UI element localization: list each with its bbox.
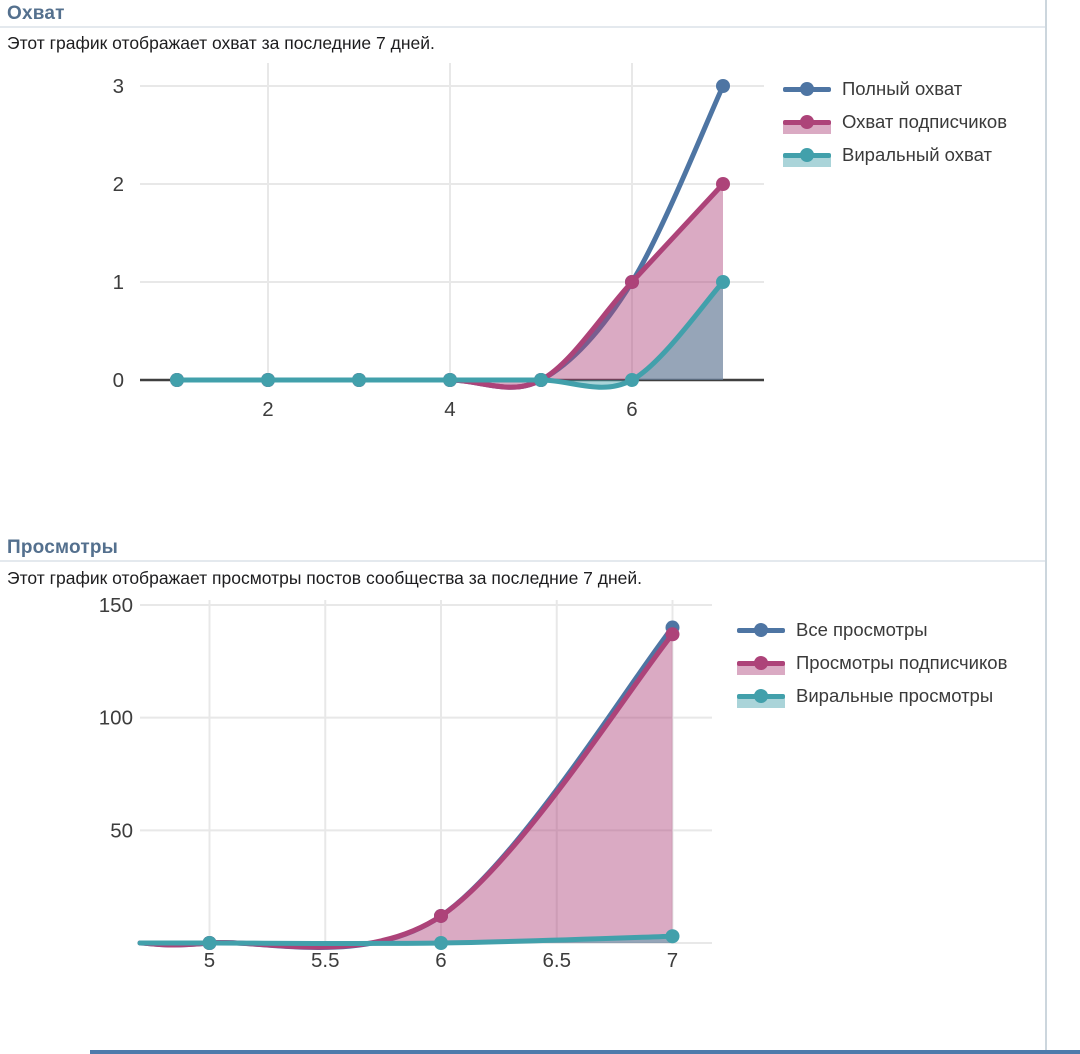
views-section-description: Этот график отображает просмотры постов … (7, 566, 648, 591)
data-point (665, 627, 680, 642)
views-section-title: Просмотры (7, 537, 119, 558)
data-point (202, 936, 217, 950)
y-tick-label: 1 (113, 271, 124, 294)
legend-item[interactable]: Просмотры подписчиков (737, 650, 1007, 676)
x-tick-label: 2 (262, 398, 273, 421)
legend-dot-swatch (800, 115, 814, 129)
x-tick-label: 5 (204, 949, 215, 972)
views-title-rule (0, 560, 1045, 562)
legend-item[interactable]: Охват подписчиков (783, 109, 1007, 135)
legend-item[interactable]: Полный охват (783, 76, 1007, 102)
data-point (716, 275, 730, 289)
legend-label: Все просмотры (796, 619, 928, 640)
legend-label: Просмотры подписчиков (796, 652, 1008, 673)
data-point (261, 373, 275, 387)
legend-swatch (783, 142, 831, 168)
data-point (625, 275, 639, 289)
reach-chart: 2 4 6 0 1 2 3 (113, 63, 764, 421)
series-line (137, 933, 675, 946)
legend-swatch (737, 683, 785, 709)
x-tick-label: 6 (626, 398, 637, 421)
reach-legend: Полный охват Охват подписчиков Виральный о… (783, 76, 1007, 168)
reach-section-title: Охват (7, 3, 65, 24)
x-tick-label: 7 (667, 949, 678, 972)
data-point (534, 373, 548, 387)
legend-label: Полный охват (842, 78, 963, 99)
content-right-border (1045, 0, 1047, 1054)
y-tick-label: 100 (99, 707, 133, 730)
data-point (625, 373, 639, 387)
legend-dot-swatch (754, 689, 768, 703)
legend-dot-swatch (800, 148, 814, 162)
data-point (443, 373, 457, 387)
legend-item[interactable]: Все просмотры (737, 617, 1007, 643)
y-tick-label: 3 (113, 75, 124, 98)
y-tick-label: 50 (110, 819, 133, 842)
series-area (140, 634, 673, 948)
legend-swatch (783, 109, 831, 135)
legend-item[interactable]: Виральный охват (783, 142, 1007, 168)
views-chart: 5 5.5 6 6.5 7 50 100 150 (99, 594, 712, 972)
data-point (716, 177, 730, 191)
bottom-blue-bar (90, 1050, 1080, 1054)
legend-swatch (783, 76, 831, 102)
data-point (170, 373, 184, 387)
x-tick-label: 6.5 (543, 949, 572, 972)
x-tick-label: 5.5 (311, 949, 340, 972)
x-tick-label: 6 (435, 949, 446, 972)
y-tick-label: 150 (99, 594, 133, 617)
legend-dot-swatch (754, 656, 768, 670)
data-point (434, 936, 448, 950)
legend-dot-swatch (800, 82, 814, 96)
legend-item[interactable]: Виральные просмотры (737, 683, 1007, 709)
series-area (177, 282, 723, 388)
reach-title-rule (0, 26, 1045, 28)
data-point (665, 929, 680, 944)
y-tick-label: 0 (113, 369, 124, 392)
x-tick-label: 4 (444, 398, 455, 421)
data-point (716, 79, 730, 93)
legend-label: Охват подписчиков (842, 111, 1008, 132)
legend-swatch (737, 650, 785, 676)
data-point (434, 908, 448, 923)
views-legend: Все просмотры Просмотры подписчиков Вираль… (737, 617, 1007, 709)
series-area (177, 184, 723, 388)
data-point (352, 373, 366, 387)
legend-label: Виральный охват (842, 144, 992, 165)
y-tick-label: 2 (113, 173, 124, 196)
legend-label: Виральные просмотры (796, 685, 994, 706)
legend-dot-swatch (754, 623, 768, 637)
reach-section-description: Этот график отображает охват за последни… (7, 31, 441, 56)
legend-swatch (737, 617, 785, 643)
